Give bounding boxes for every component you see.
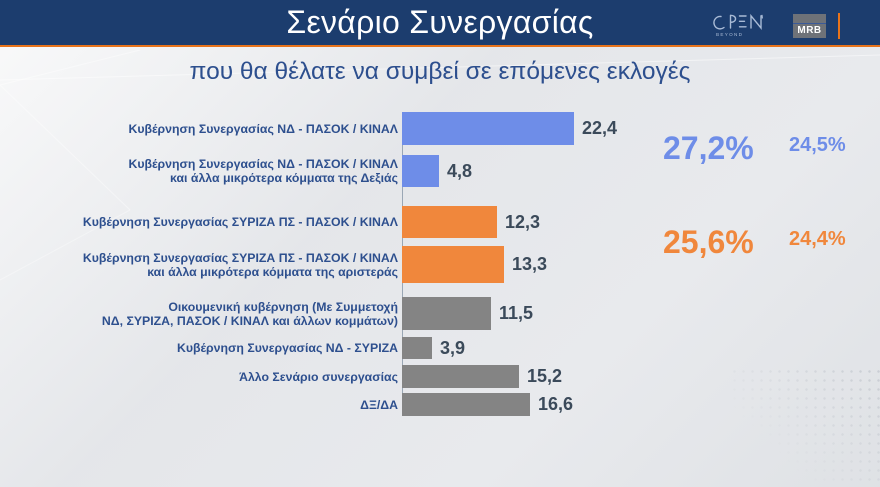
svg-text:BEYOND: BEYOND bbox=[716, 32, 743, 37]
